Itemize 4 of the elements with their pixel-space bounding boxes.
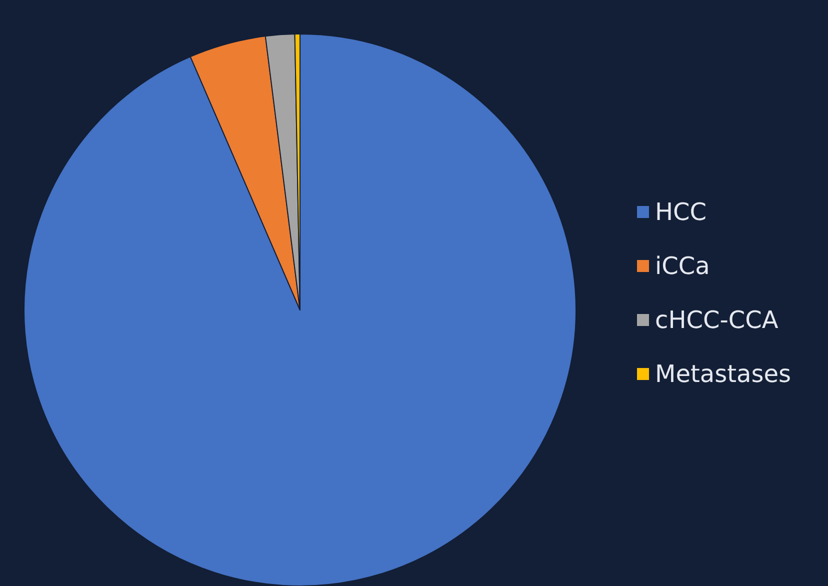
legend-label: iCCa (655, 252, 710, 280)
legend-label: Metastases (655, 360, 791, 388)
legend-label: cHCC-CCA (655, 306, 779, 334)
legend-label: HCC (655, 198, 707, 226)
